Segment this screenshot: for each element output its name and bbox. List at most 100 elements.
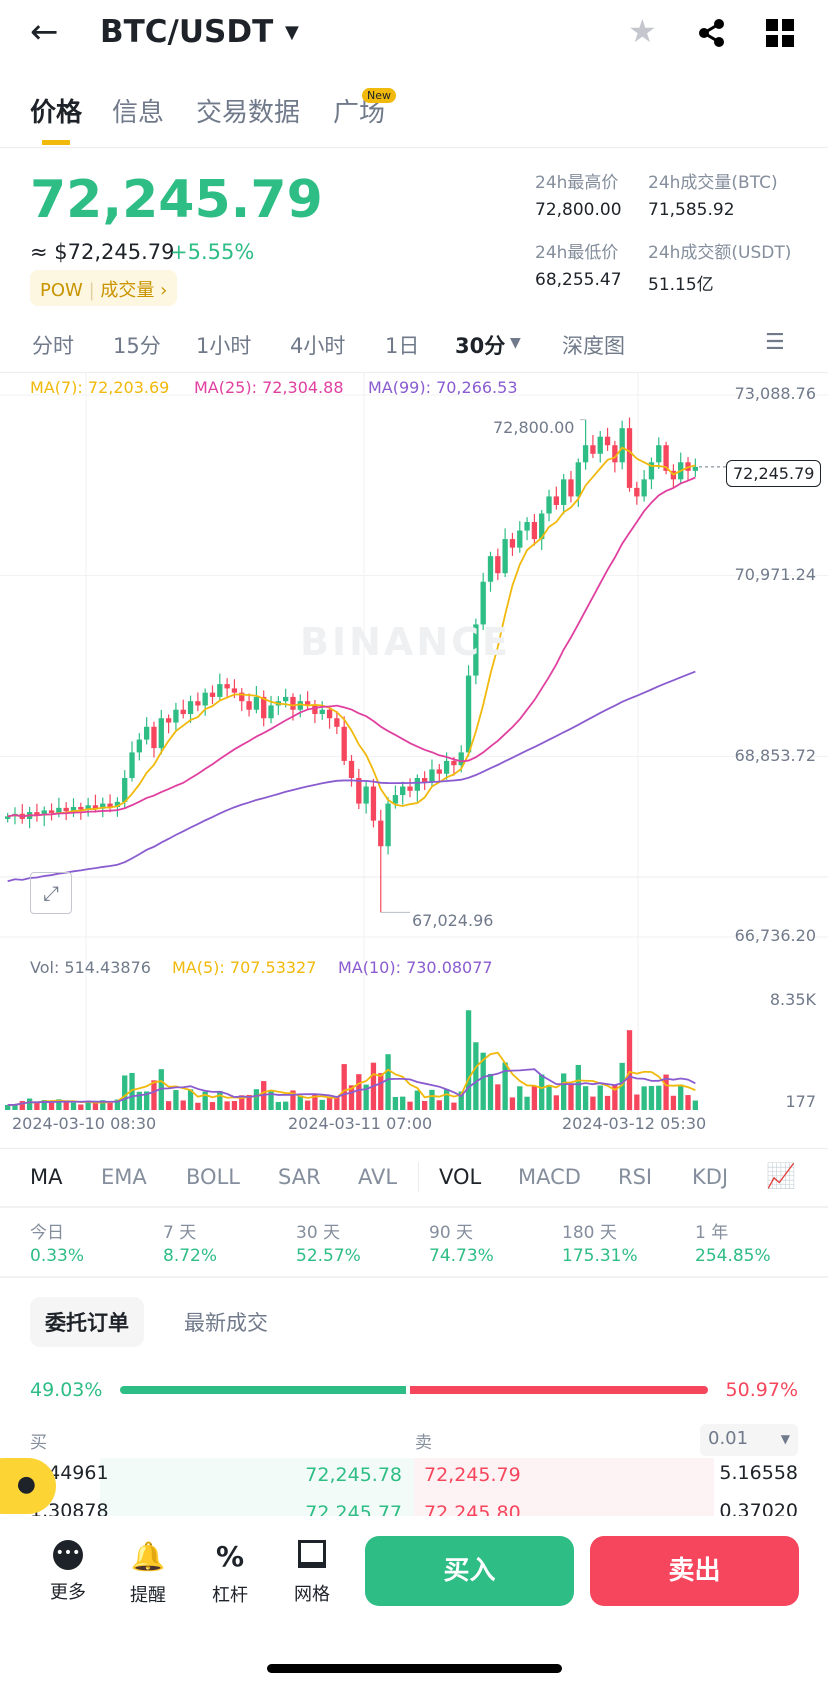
candle-body: [158, 718, 164, 749]
volume-bar: [348, 1085, 355, 1110]
floating-fire-button[interactable]: ●: [0, 1458, 56, 1514]
volume-bar: [275, 1101, 281, 1110]
candle-body: [107, 803, 113, 807]
star-icon[interactable]: ★: [628, 12, 657, 50]
ind-ma[interactable]: MA: [30, 1165, 63, 1189]
ind-macd[interactable]: MACD: [518, 1165, 581, 1189]
ind-sar[interactable]: SAR: [278, 1165, 321, 1189]
vol-ma5-legend: MA(5): 707.53327: [172, 958, 317, 977]
chart-settings-icon[interactable]: ☰: [765, 330, 785, 355]
watermark: BINANCE: [300, 620, 511, 664]
tf-dropdown-icon[interactable]: ▼: [510, 335, 521, 351]
ind-kdj[interactable]: KDJ: [692, 1165, 726, 1189]
ind-boll[interactable]: BOLL: [186, 1165, 240, 1189]
candle-body: [165, 718, 172, 723]
new-badge: New: [362, 88, 396, 103]
tf-15m[interactable]: 15分: [113, 334, 161, 358]
pair-title[interactable]: BTC/USDT: [100, 14, 274, 50]
volume-bar: [597, 1085, 603, 1110]
volume-bar: [495, 1084, 501, 1110]
buy-button[interactable]: 买入: [365, 1536, 574, 1606]
tab-price[interactable]: 价格: [30, 98, 83, 128]
vol-legend: Vol: 514.43876: [30, 958, 151, 977]
last-price-label[interactable]: 72,245.79: [726, 460, 822, 487]
perf-label: 1 年: [695, 1223, 729, 1243]
volume-bar: [209, 1102, 216, 1110]
high-marker-label: 72,800.00: [493, 418, 575, 437]
low-label: 24h最低价: [535, 243, 619, 263]
volume-bar: [502, 1062, 508, 1110]
volume-bar: [400, 1096, 406, 1110]
tf-30m[interactable]: 30分: [455, 334, 506, 358]
back-button[interactable]: ←: [30, 12, 59, 52]
volume-bar: [392, 1096, 399, 1110]
candle-body: [239, 692, 245, 702]
tf-depth[interactable]: 深度图: [562, 334, 625, 358]
candle-body: [422, 777, 428, 783]
ind-vol[interactable]: VOL: [439, 1165, 482, 1189]
tab-trading-data[interactable]: 交易数据: [196, 98, 301, 128]
volume-bar: [5, 1104, 11, 1110]
volume-bar: [100, 1100, 106, 1110]
volume-bar: [48, 1102, 55, 1110]
volume-bar: [319, 1099, 325, 1110]
volume-bar: [304, 1100, 311, 1110]
candle-body: [356, 777, 362, 804]
sell-percent: 50.97%: [725, 1379, 798, 1401]
candle-body: [553, 496, 559, 505]
candle-body: [122, 777, 128, 802]
volume-bar: [473, 1042, 479, 1110]
vol-ma10-legend: MA(10): 730.08077: [338, 958, 493, 977]
volume-bar: [685, 1095, 691, 1110]
indicator-settings-icon[interactable]: 📈: [766, 1162, 796, 1190]
candle-body: [443, 760, 450, 774]
precision-select[interactable]: 0.01 ▼: [700, 1424, 798, 1456]
volume-bar: [26, 1098, 33, 1110]
bid-price[interactable]: 72,245.78: [305, 1464, 402, 1486]
candle-body: [363, 786, 369, 804]
candle-body: [590, 445, 596, 454]
ask-price[interactable]: 72,245.79: [424, 1464, 521, 1486]
pair-dropdown-icon[interactable]: ▼: [285, 22, 299, 43]
candle-body: [41, 810, 47, 816]
ind-rsi[interactable]: RSI: [618, 1165, 653, 1189]
tab-underline: [42, 140, 70, 145]
expand-chart-button[interactable]: ⤢: [30, 872, 72, 914]
tf-4h[interactable]: 4小时: [290, 334, 346, 358]
candle-body: [173, 709, 179, 723]
pow-volume-tag[interactable]: POW | 成交量 ›: [30, 270, 178, 306]
sell-button[interactable]: 卖出: [590, 1536, 799, 1606]
volume-bar: [458, 1091, 464, 1110]
tf-1d[interactable]: 1日: [385, 334, 420, 358]
perf-label: 180 天: [562, 1223, 617, 1243]
volume-bar: [378, 1073, 384, 1110]
candle-body: [546, 496, 552, 514]
grid-menu-icon[interactable]: [766, 19, 794, 47]
margin-button[interactable]: % 杠杆: [212, 1540, 248, 1606]
grid-trading-button[interactable]: 网格: [282, 1540, 342, 1606]
volume-bar: [641, 1086, 647, 1110]
tab-recent-trades[interactable]: 最新成交: [184, 1311, 268, 1335]
volume-bar: [78, 1104, 84, 1110]
share-icon[interactable]: [697, 18, 727, 48]
candlestick-chart[interactable]: [0, 372, 828, 1152]
tab-square[interactable]: 广场: [333, 98, 386, 128]
tf-1h[interactable]: 1小时: [196, 334, 252, 358]
tf-line[interactable]: 分时: [32, 334, 74, 358]
volume-bar: [217, 1090, 223, 1110]
ma7-legend: MA(7): 72,203.69: [30, 378, 170, 397]
tab-order-book[interactable]: 委托订单: [30, 1297, 144, 1347]
candle-body: [34, 812, 40, 816]
ind-avl[interactable]: AVL: [358, 1165, 398, 1189]
more-button[interactable]: ••• 更多: [38, 1540, 98, 1604]
volume-bar: [546, 1084, 552, 1110]
alert-button[interactable]: 🔔 提醒: [130, 1540, 166, 1606]
ask-qty[interactable]: 5.16558: [719, 1462, 798, 1484]
candle-body: [202, 692, 208, 706]
volume-bar: [144, 1091, 150, 1110]
candle-body: [268, 705, 274, 719]
ind-ema[interactable]: EMA: [101, 1165, 147, 1189]
candle-body: [517, 530, 523, 548]
tab-info[interactable]: 信息: [112, 98, 165, 128]
candle-body: [502, 539, 508, 574]
